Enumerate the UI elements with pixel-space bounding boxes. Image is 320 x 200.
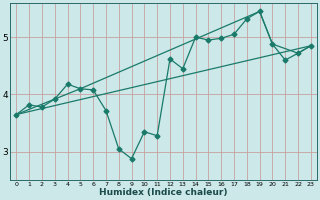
X-axis label: Humidex (Indice chaleur): Humidex (Indice chaleur) [99, 188, 228, 197]
